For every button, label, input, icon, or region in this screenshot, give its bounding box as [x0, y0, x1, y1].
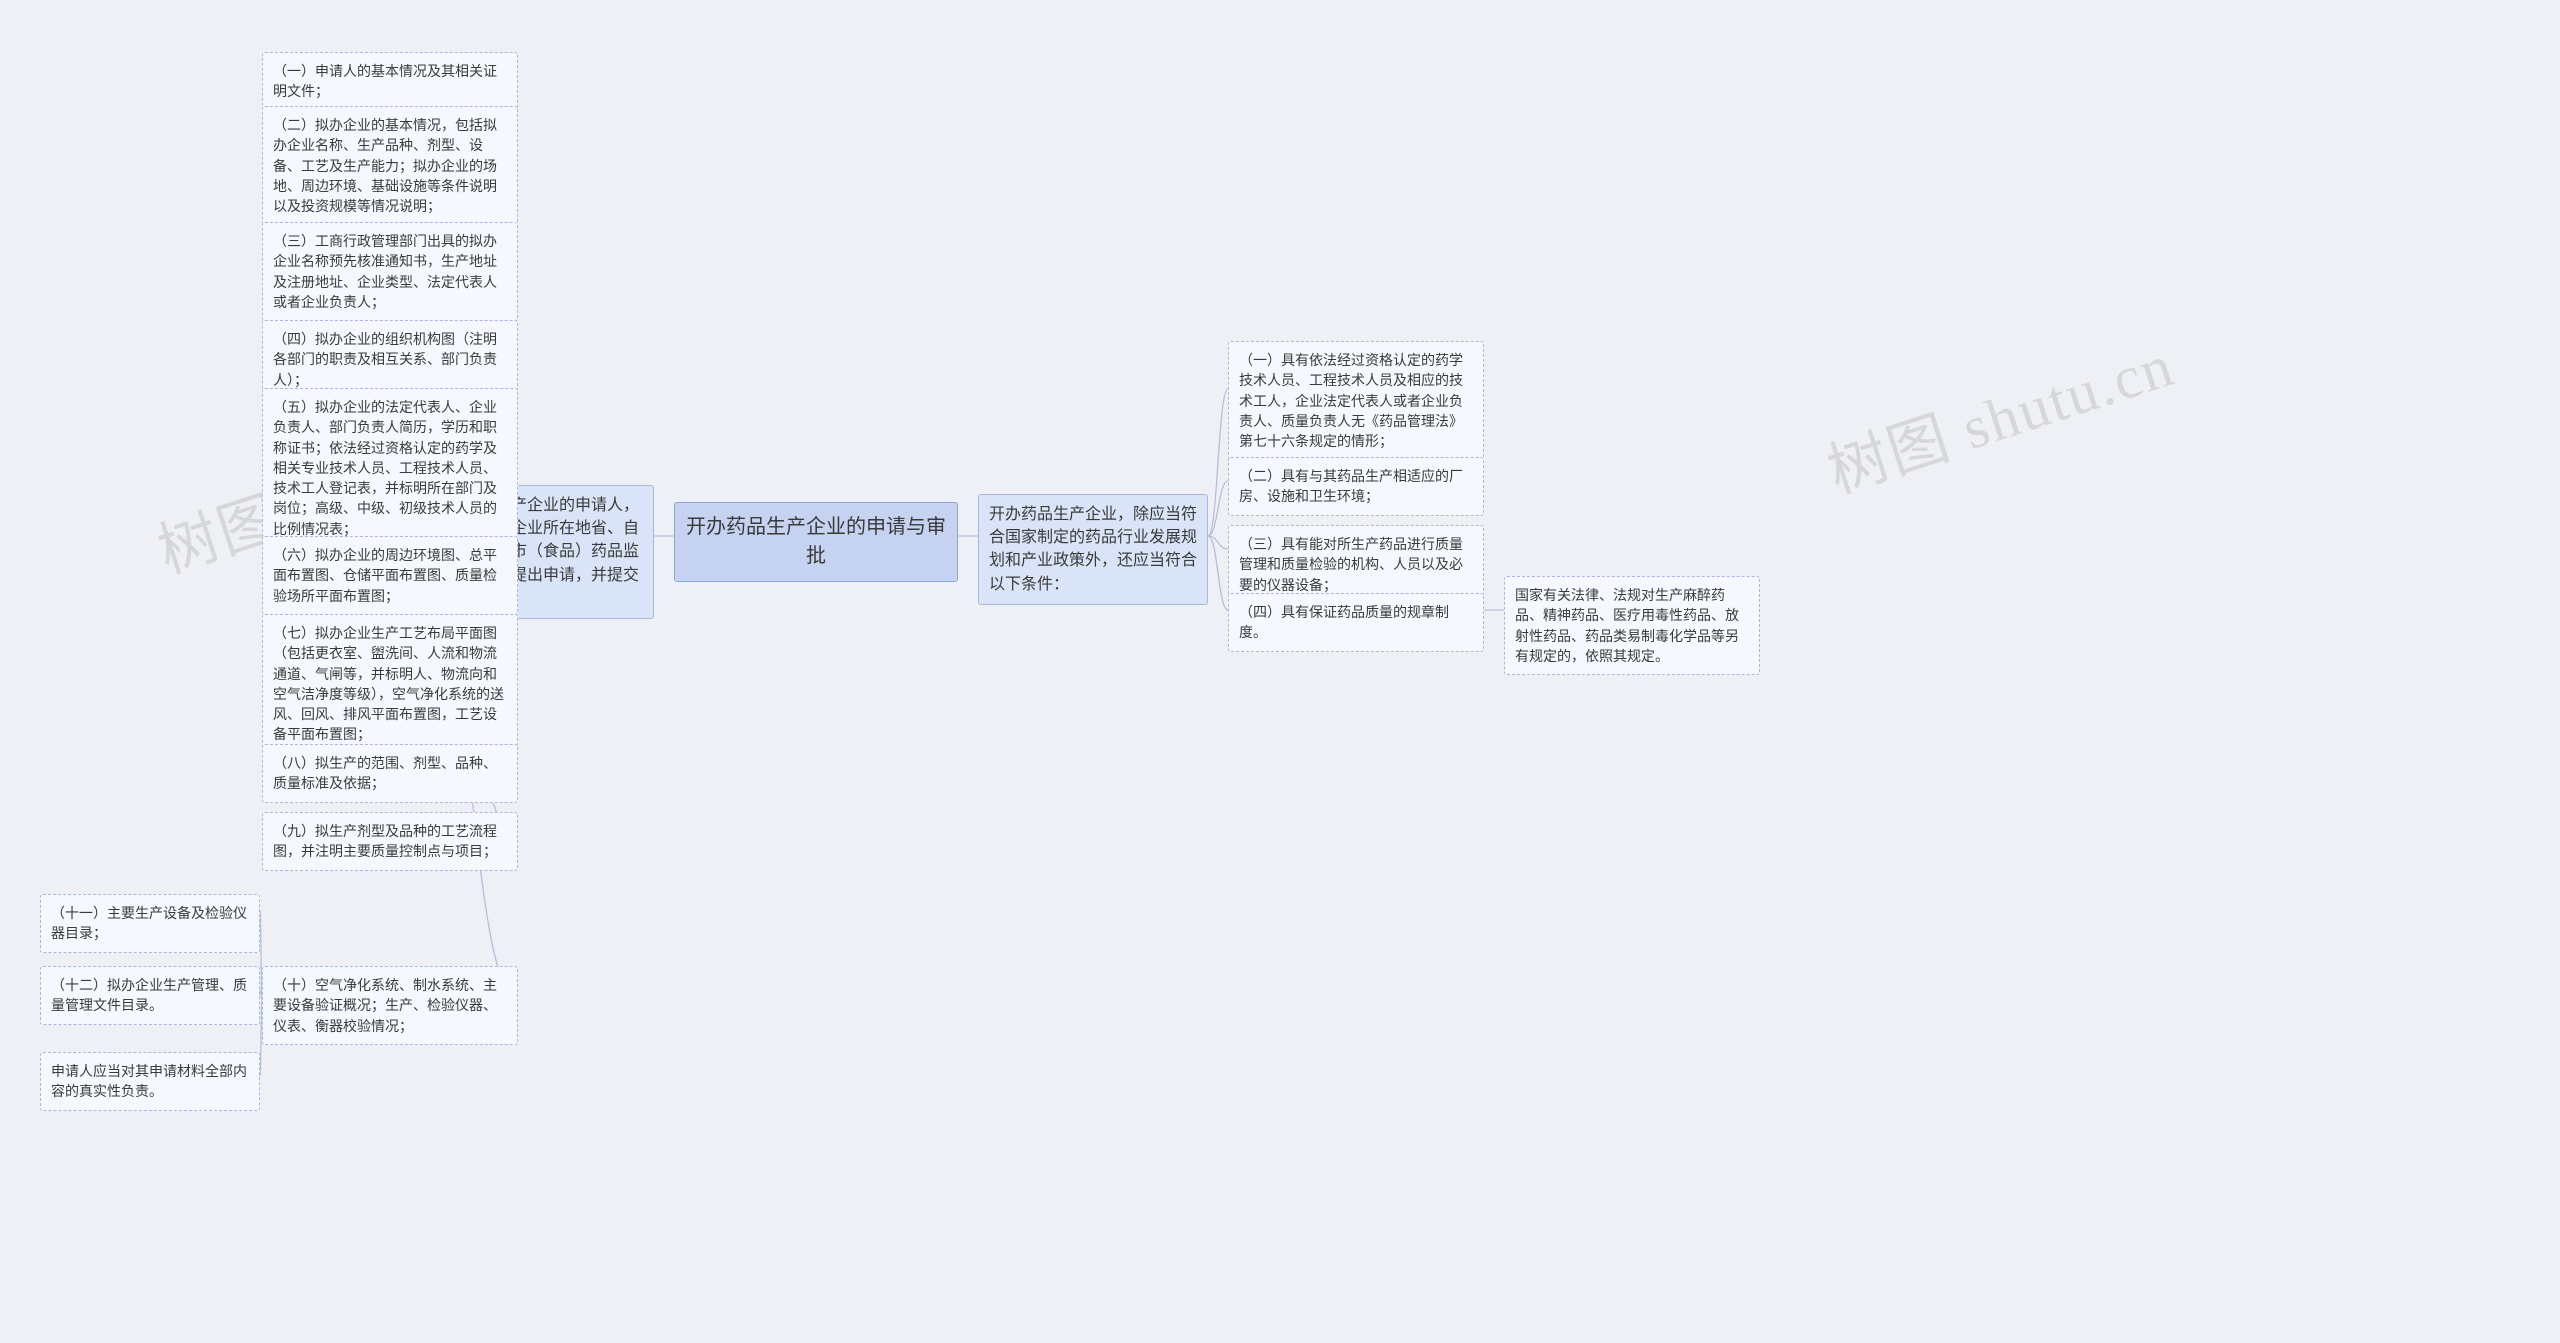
right-leaf-4a: 国家有关法律、法规对生产麻醉药品、精神药品、医疗用毒性药品、放射性药品、药品类易… [1504, 576, 1760, 675]
left-leaf-10: （十）空气净化系统、制水系统、主要设备验证概况；生产、检验仪器、仪表、衡器校验情… [262, 966, 518, 1045]
connector [1208, 536, 1228, 549]
right-leaf-4: （四）具有保证药品质量的规章制度。 [1228, 593, 1484, 652]
left-leaf-13: 申请人应当对其申请材料全部内容的真实性负责。 [40, 1052, 260, 1111]
right-leaf-2: （二）具有与其药品生产相适应的厂房、设施和卫生环境； [1228, 457, 1484, 516]
left-leaf-7: （七）拟办企业生产工艺布局平面图（包括更衣室、盥洗间、人流和物流通道、气闸等，并… [262, 614, 518, 754]
connector [1208, 536, 1228, 610]
connector [1208, 481, 1228, 536]
left-leaf-3: （三）工商行政管理部门出具的拟办企业名称预先核准通知书，生产地址及注册地址、企业… [262, 222, 518, 321]
left-leaf-9: （九）拟生产剂型及品种的工艺流程图，并注明主要质量控制点与项目； [262, 812, 518, 871]
branch-right: 开办药品生产企业，除应当符合国家制定的药品行业发展规划和产业政策外，还应当符合以… [978, 494, 1208, 605]
center-node: 开办药品生产企业的申请与审批 [674, 502, 958, 582]
left-leaf-6: （六）拟办企业的周边环境图、总平面布置图、仓储平面布置图、质量检验场所平面布置图… [262, 536, 518, 615]
right-leaf-1: （一）具有依法经过资格认定的药学技术人员、工程技术人员及相应的技术工人，企业法定… [1228, 341, 1484, 460]
left-leaf-1: （一）申请人的基本情况及其相关证明文件； [262, 52, 518, 111]
left-leaf-11: （十一）主要生产设备及检验仪器目录； [40, 894, 260, 953]
left-leaf-2: （二）拟办企业的基本情况，包括拟办企业名称、生产品种、剂型、设备、工艺及生产能力… [262, 106, 518, 225]
connector [1208, 389, 1228, 536]
left-leaf-5: （五）拟办企业的法定代表人、企业负责人、部门负责人简历，学历和职称证书；依法经过… [262, 388, 518, 548]
watermark-2: 树图 shutu.cn [1815, 317, 2183, 511]
left-leaf-8: （八）拟生产的范围、剂型、品种、质量标准及依据； [262, 744, 518, 803]
left-leaf-12: （十二）拟办企业生产管理、质量管理文件目录。 [40, 966, 260, 1025]
